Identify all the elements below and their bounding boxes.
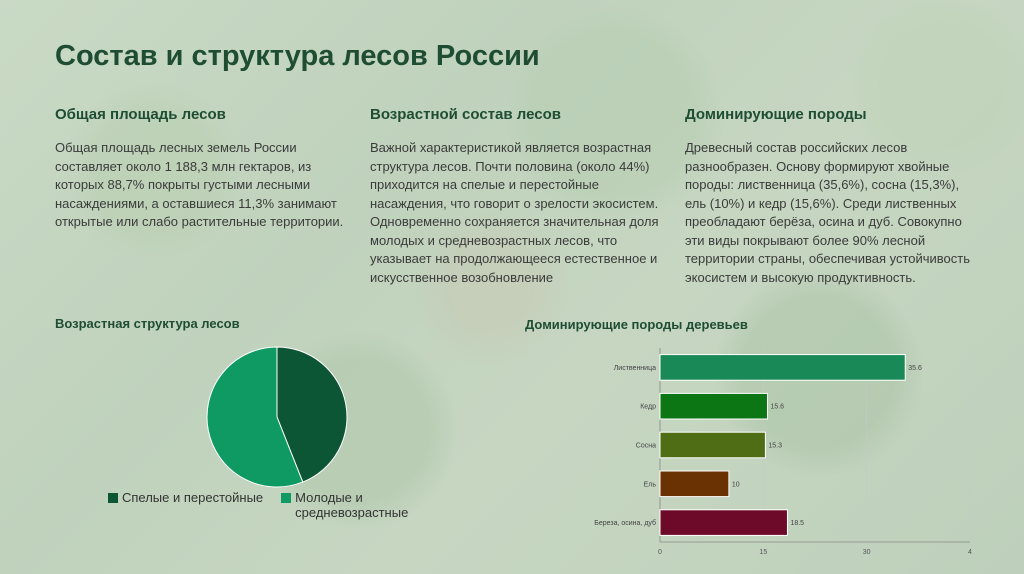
legend-label: Спелые и перестойные: [122, 490, 264, 505]
bar: [659, 354, 906, 381]
column-text: Важной характеристикой является возрастн…: [370, 140, 659, 285]
legend-label: Молодые и средневозрастные: [295, 490, 409, 520]
column-heading: Общая площадь лесов: [55, 106, 226, 123]
bar: [659, 509, 788, 536]
column-text: Общая площадь лесных земель России соста…: [55, 140, 344, 229]
pie-chart-title: Возрастная структура лесов: [55, 316, 240, 331]
column-heading: Возрастной состав лесов: [370, 106, 561, 123]
legend-item: Спелые и перестойные: [108, 490, 263, 505]
x-tick-label: 30: [863, 549, 871, 556]
pie-chart: [206, 346, 348, 488]
bar-chart-title: Доминирующие породы деревьев: [525, 317, 748, 332]
column-text: Древесный состав российских лесов разноо…: [685, 140, 971, 285]
data-label: 10: [732, 481, 740, 488]
data-label: 35.6: [908, 365, 922, 372]
y-tick-label: Береза, осина, дуб: [594, 519, 656, 527]
y-tick-label: Кедр: [640, 404, 656, 411]
bar: [659, 392, 768, 420]
column-total-area: Общая площадь лесов Общая площадь лесных…: [55, 106, 345, 232]
bar: [659, 431, 766, 459]
x-tick-label: 15: [759, 549, 767, 556]
pie-slice: [276, 346, 348, 483]
x-tick-label: 4: [968, 549, 972, 556]
column-dominant-species: Доминирующие породы Древесный состав рос…: [685, 106, 970, 287]
x-tick-label: 0: [658, 549, 662, 556]
bar-chart: 0 15 30 4 Лиственница 35.6 Кедр 15.6 Сосна 15.3 Ел…: [594, 348, 972, 556]
bar: [659, 470, 730, 498]
pie-legend: Спелые и перестойные Молодые и средневоз…: [108, 490, 448, 520]
legend-swatch: [281, 493, 292, 503]
legend-swatch: [108, 493, 118, 503]
page-title: Состав и структура лесов России: [55, 40, 540, 72]
data-label: 15.6: [770, 404, 784, 411]
y-tick-label: Сосна: [636, 443, 656, 450]
legend-item: Молодые и средневозрастные: [281, 490, 421, 520]
y-tick-label: Ель: [644, 481, 657, 488]
column-age-structure: Возрастной состав лесов Важной характери…: [370, 106, 660, 287]
pie-slice: [206, 346, 304, 488]
data-label: 18.5: [790, 520, 804, 527]
y-tick-label: Лиственница: [614, 365, 656, 372]
column-heading: Доминирующие породы: [685, 106, 867, 123]
data-label: 15.3: [768, 443, 782, 450]
